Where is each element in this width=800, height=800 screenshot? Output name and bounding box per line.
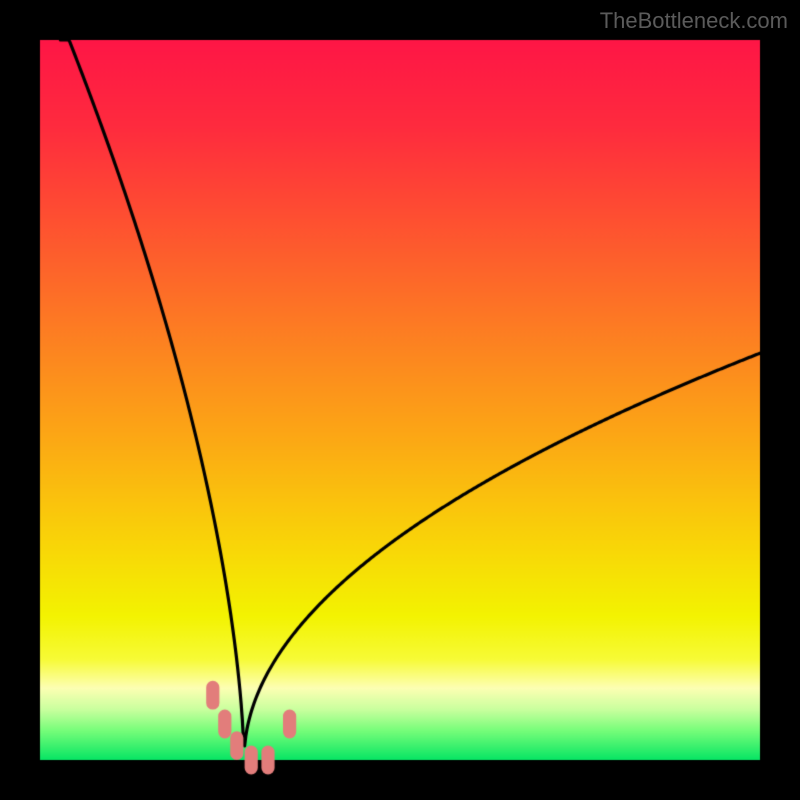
bottleneck-curve-canvas: [0, 0, 800, 800]
watermark-text: TheBottleneck.com: [600, 8, 788, 34]
chart-stage: TheBottleneck.com: [0, 0, 800, 800]
